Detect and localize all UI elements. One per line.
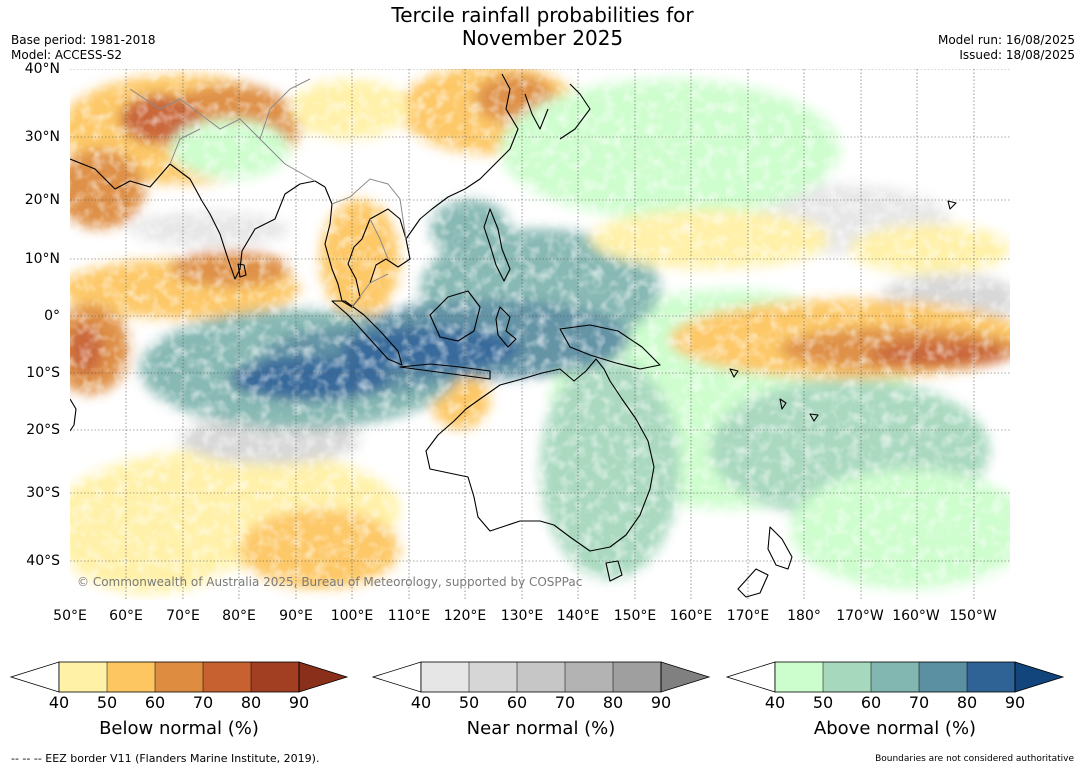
graticule: [70, 69, 1010, 600]
coastlines: [70, 73, 957, 598]
colorbar-low-extension: [371, 661, 422, 693]
colorbar-segment: [565, 662, 613, 692]
colorbar-frame: [420, 661, 662, 693]
colorbar-segment: [919, 662, 967, 692]
meta-left: Base period: 1981-2018 Model: ACCESS-S2: [11, 33, 156, 63]
colorbar-tick-label: 80: [240, 693, 262, 712]
colorbar-tick-label: 70: [908, 693, 930, 712]
colorbar-segment: [517, 662, 565, 692]
lon-label: 160°E: [669, 608, 713, 624]
lon-label: 110°E: [387, 608, 431, 624]
colorbar-frame: [58, 661, 300, 693]
copyright-notice: © Commonwealth of Australia 2025, Bureau…: [77, 575, 582, 589]
colorbar-title: Near normal (%): [466, 718, 616, 739]
colorbar-low-extension: [725, 661, 776, 693]
title-line-2: November 2025: [461, 26, 624, 50]
colorbar-segment: [107, 662, 155, 692]
colorbar-tick-label: 90: [1004, 693, 1026, 712]
colorbar-tick-label: 90: [288, 693, 310, 712]
colorbar-high-extension: [298, 661, 349, 693]
lat-label: 20°S: [26, 422, 60, 438]
colorbar-segment: [421, 662, 469, 692]
colorbar-tick-label: 40: [764, 693, 786, 712]
colorbar-segment: [155, 662, 203, 692]
colorbar-segment: [775, 662, 823, 692]
colorbar-graphic: [371, 661, 711, 693]
lon-label: 180°: [787, 608, 821, 624]
colorbar-segment: [823, 662, 871, 692]
probability-field: [70, 69, 1010, 600]
colorbar-tick-label: 50: [458, 693, 480, 712]
lon-label: 160°W: [892, 608, 940, 624]
lon-label: 50°E: [53, 608, 87, 624]
eez-border-note: -- -- -- EEZ border V11 (Flanders Marine…: [11, 752, 320, 765]
colorbar-tick-label: 40: [48, 693, 70, 712]
lon-label: 80°E: [222, 608, 256, 624]
colorbar: [371, 661, 711, 693]
colorbar-title: Above normal (%): [813, 718, 977, 739]
lon-label: 90°E: [279, 608, 313, 624]
lon-label: 70°E: [166, 608, 200, 624]
colorbar-tick-label: 90: [650, 693, 672, 712]
colorbar-segment: [59, 662, 107, 692]
lat-label: 20°N: [24, 192, 60, 208]
base-period: Base period: 1981-2018: [11, 33, 156, 47]
colorbar-tick-label: 60: [860, 693, 882, 712]
colorbar-segment: [203, 662, 251, 692]
lon-label: 130°E: [500, 608, 544, 624]
colorbar-segment: [871, 662, 919, 692]
colorbar: [9, 661, 349, 693]
lon-label: 170°W: [836, 608, 884, 624]
colorbar-tick-label: 80: [602, 693, 624, 712]
title-line-1: Tercile rainfall probabilities for: [391, 3, 694, 27]
colorbar-graphic: [9, 661, 349, 693]
lat-label: 10°N: [24, 251, 60, 267]
colorbar-segment: [469, 662, 517, 692]
colorbar-tick-label: 40: [410, 693, 432, 712]
colorbar-segment: [967, 662, 1015, 692]
rainfall-probability-map: © Commonwealth of Australia 2025, Bureau…: [70, 69, 1010, 600]
colorbar-tick-label: 50: [812, 693, 834, 712]
lon-label: 120°E: [443, 608, 487, 624]
colorbar-title: Below normal (%): [99, 718, 259, 739]
colorbar-tick-label: 80: [956, 693, 978, 712]
map-title: Tercile rainfall probabilities for Novem…: [0, 4, 1085, 50]
meta-right: Model run: 16/08/2025 Issued: 18/08/2025: [938, 33, 1075, 63]
issued-date: Issued: 18/08/2025: [959, 48, 1075, 62]
lon-label: 60°E: [109, 608, 143, 624]
colorbar-tick-label: 70: [554, 693, 576, 712]
lon-label: 150°W: [949, 608, 997, 624]
lat-label: 0°: [44, 308, 60, 324]
lat-label: 10°S: [26, 365, 60, 381]
lat-label: 30°N: [24, 129, 60, 145]
lat-label: 40°S: [26, 553, 60, 569]
boundaries-disclaimer: Boundaries are not considered authoritat…: [875, 754, 1074, 764]
model-name: Model: ACCESS-S2: [11, 48, 123, 62]
colorbar-low-extension: [9, 661, 60, 693]
lon-label: 140°E: [556, 608, 600, 624]
colorbar-frame: [774, 661, 1016, 693]
country-borders: [129, 78, 407, 308]
colorbar-segment: [251, 662, 299, 692]
colorbar-tick-label: 70: [192, 693, 214, 712]
lon-label: 150°E: [613, 608, 657, 624]
lat-label: 30°S: [26, 485, 60, 501]
colorbar-segment: [613, 662, 661, 692]
colorbar-high-extension: [660, 661, 711, 693]
lon-label: 170°E: [726, 608, 770, 624]
colorbar-graphic: [725, 661, 1065, 693]
model-run: Model run: 16/08/2025: [937, 33, 1075, 47]
colorbar-tick-label: 60: [506, 693, 528, 712]
colorbar-high-extension: [1014, 661, 1065, 693]
colorbar-tick-label: 60: [144, 693, 166, 712]
lat-label: 40°N: [24, 61, 60, 77]
colorbar: [725, 661, 1065, 693]
lon-label: 100°E: [330, 608, 374, 624]
colorbar-tick-label: 50: [96, 693, 118, 712]
